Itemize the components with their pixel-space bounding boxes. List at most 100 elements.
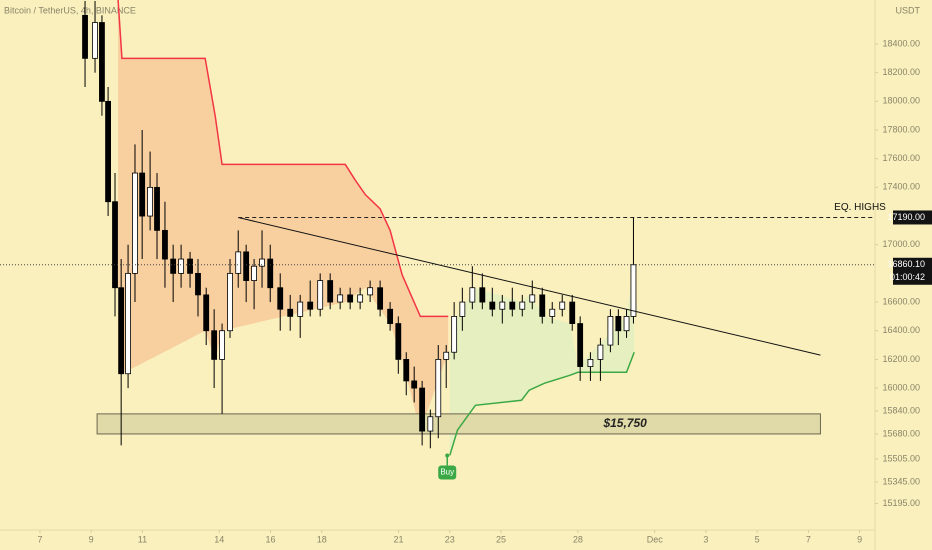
eq-price-tag bbox=[893, 210, 932, 225]
candle-body bbox=[435, 359, 442, 418]
buy-label: Buy bbox=[440, 468, 454, 477]
x-tick-label: 21 bbox=[394, 534, 404, 544]
supertrend-line bbox=[117, 0, 449, 318]
candle-body bbox=[451, 315, 458, 353]
candle-body bbox=[259, 258, 265, 267]
candle-body bbox=[112, 201, 118, 289]
candle-body bbox=[615, 315, 622, 332]
candle-body bbox=[539, 294, 546, 317]
buy-tag bbox=[438, 465, 457, 480]
candle-body bbox=[307, 301, 314, 310]
candle-body bbox=[178, 258, 184, 274]
x-tick-label: Dec bbox=[647, 534, 664, 544]
candle-body bbox=[219, 330, 225, 360]
last-price-label: 16860.10 bbox=[887, 259, 925, 269]
candle-body bbox=[105, 100, 111, 203]
candle-body bbox=[154, 186, 160, 231]
candle-body bbox=[597, 344, 604, 360]
supertrend-line bbox=[449, 351, 635, 456]
candle-body bbox=[569, 301, 576, 324]
trend-fill bbox=[118, 0, 449, 432]
candle-body bbox=[443, 351, 450, 360]
candle-body bbox=[170, 258, 177, 274]
y-tick-label: 15345.00 bbox=[882, 476, 920, 486]
candle-body bbox=[139, 172, 146, 217]
candle-body bbox=[559, 301, 566, 310]
y-tick-label: 15505.00 bbox=[882, 453, 920, 463]
candle-body bbox=[297, 301, 304, 317]
candle-body bbox=[82, 14, 88, 59]
candle-body bbox=[251, 265, 257, 281]
candle-body bbox=[367, 287, 374, 296]
candle-body bbox=[395, 323, 402, 360]
candle-body bbox=[132, 172, 138, 274]
candle-body bbox=[459, 301, 466, 317]
candle-body bbox=[92, 22, 98, 59]
candle-body bbox=[187, 258, 193, 274]
x-tick-label: 9 bbox=[89, 534, 94, 544]
y-tick-label: 15840.00 bbox=[882, 405, 920, 415]
trend-fill bbox=[449, 264, 635, 456]
candle-body bbox=[267, 258, 274, 289]
candle-body bbox=[327, 280, 334, 303]
y-tick-label: 15680.00 bbox=[882, 428, 920, 438]
y-tick-label: 16400.00 bbox=[882, 325, 920, 335]
x-tick-label: 16 bbox=[265, 534, 275, 544]
candle-body bbox=[587, 359, 594, 367]
candle-body bbox=[195, 272, 201, 296]
x-tick-label: 5 bbox=[755, 534, 760, 544]
x-tick-label: 9 bbox=[857, 534, 862, 544]
x-tick-label: 11 bbox=[138, 534, 147, 544]
candle-body bbox=[235, 251, 242, 274]
eq-price-label: 17190.00 bbox=[887, 212, 925, 222]
eq-highs-text: EQ. HIGHS bbox=[834, 202, 886, 213]
candle-body bbox=[125, 272, 131, 375]
candle-body bbox=[317, 280, 324, 310]
candle-body bbox=[277, 287, 284, 310]
candle-body bbox=[419, 387, 426, 432]
candle-body bbox=[489, 301, 496, 310]
chart-title: Bitcoin / TetherUS, 4h, BINANCE bbox=[4, 5, 136, 15]
x-tick-label: 18 bbox=[317, 534, 327, 544]
x-tick-label: 3 bbox=[703, 534, 708, 544]
candle-body bbox=[243, 251, 250, 281]
y-tick-label: 15195.00 bbox=[882, 498, 920, 508]
y-tick-label: 18000.00 bbox=[882, 96, 920, 106]
candle-body bbox=[630, 264, 637, 317]
candle-body bbox=[337, 294, 344, 303]
y-tick-label: 16000.00 bbox=[882, 382, 920, 392]
candle-body bbox=[509, 301, 516, 310]
candle-body bbox=[549, 308, 556, 317]
candle-body bbox=[403, 359, 410, 382]
candle-body bbox=[287, 308, 294, 317]
candle-body bbox=[411, 380, 418, 389]
x-tick-label: 28 bbox=[573, 534, 583, 544]
candle-body bbox=[479, 287, 486, 303]
candle-body bbox=[203, 294, 210, 332]
y-tick-label: 17400.00 bbox=[882, 182, 920, 192]
candle-body bbox=[499, 301, 506, 310]
currency: USDT bbox=[896, 5, 921, 15]
x-tick-label: 25 bbox=[496, 534, 506, 544]
x-tick-label: 23 bbox=[445, 534, 455, 544]
candle-body bbox=[577, 323, 584, 367]
candle-body bbox=[427, 416, 434, 432]
y-tick-label: 17000.00 bbox=[882, 239, 920, 249]
last-price-tag bbox=[893, 257, 932, 285]
candle-body bbox=[99, 22, 105, 102]
candle-body bbox=[162, 229, 168, 260]
candle-body bbox=[519, 301, 526, 310]
x-tick-label: 7 bbox=[37, 534, 42, 544]
candle-body bbox=[529, 294, 536, 303]
candle-body bbox=[469, 287, 476, 303]
trendline bbox=[238, 216, 821, 356]
candle-body bbox=[147, 186, 154, 217]
candle-body bbox=[623, 315, 630, 332]
candle-body bbox=[357, 294, 364, 303]
y-tick-label: 16600.00 bbox=[882, 296, 920, 306]
y-tick-label: 17800.00 bbox=[882, 124, 920, 134]
y-tick-label: 16200.00 bbox=[882, 354, 920, 364]
candle-body bbox=[607, 315, 614, 346]
x-tick-label: 7 bbox=[806, 534, 811, 544]
